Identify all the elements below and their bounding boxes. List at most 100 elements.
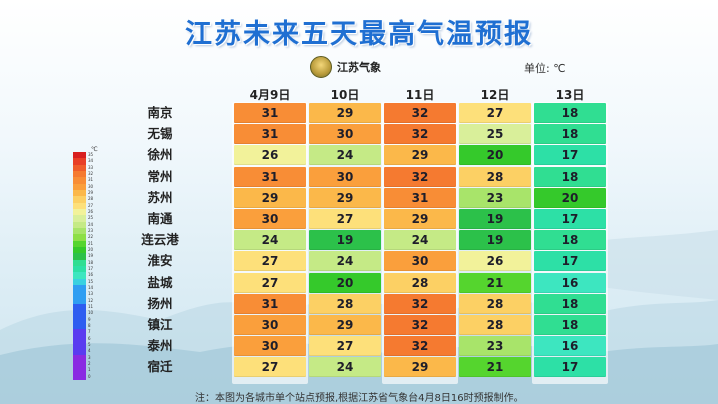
legend-swatch (73, 228, 86, 235)
temperature-cell: 24 (309, 357, 381, 378)
temperature-cell: 30 (384, 251, 456, 272)
temperature-cell: 17 (534, 251, 606, 272)
legend-swatch (73, 183, 86, 191)
temperature-cell: 31 (234, 124, 306, 145)
city-label: 常州 (147, 168, 173, 184)
temperature-cell: 27 (459, 103, 531, 123)
legend-tick-label: 26 (88, 209, 94, 214)
temperature-cell: 28 (459, 293, 531, 314)
city-label: 苏州 (147, 189, 173, 205)
temperature-cell: 30 (234, 336, 306, 357)
legend-swatch (73, 253, 86, 261)
legend-tick-label: 3 (88, 354, 91, 360)
temperature-cell: 32 (384, 124, 456, 145)
legend-tick-label: 16 (88, 272, 94, 278)
legend-tick-label: 14 (88, 285, 94, 290)
temperature-cell: 18 (534, 315, 606, 335)
temperature-cell: 28 (384, 272, 456, 293)
legend-tick-label: 28 (88, 196, 94, 202)
legend-tick-label: 8 (88, 323, 91, 328)
temperature-cell: 32 (384, 103, 456, 123)
legend-tick-label: 30 (88, 183, 94, 189)
temperature-cell: 18 (534, 166, 606, 187)
legend-tick-label: 17 (88, 266, 94, 271)
column-header: 4月9日 (249, 88, 291, 102)
temperature-cell: 24 (309, 145, 381, 166)
legend-tick-label: 35 (88, 152, 94, 157)
temperature-cell: 30 (309, 124, 381, 145)
legend-tick-label: 29 (88, 190, 94, 195)
color-legend (73, 152, 86, 381)
legend-swatch (73, 316, 86, 324)
legend-tick-label: 19 (88, 253, 94, 259)
legend-tick-label: 22 (88, 234, 94, 240)
legend-tick-label: 25 (88, 215, 94, 221)
temperature-cell: 31 (384, 187, 456, 208)
legend-tick-label: 15 (88, 278, 94, 284)
logo-text: 江苏气象 (337, 61, 381, 74)
temperature-cell: 24 (384, 230, 456, 251)
temperature-cell: 27 (234, 272, 306, 293)
column-header: 10日 (330, 88, 360, 102)
temperature-cell: 32 (384, 166, 456, 187)
legend-swatch (73, 266, 86, 273)
temperature-cell: 17 (534, 209, 606, 229)
temperature-cell: 18 (534, 103, 606, 123)
logo: 江苏气象 (310, 55, 381, 79)
column-header: 11日 (405, 88, 435, 102)
temperature-cell: 27 (234, 251, 306, 272)
temperature-cell: 29 (309, 103, 381, 123)
temperature-cell: 16 (534, 336, 606, 357)
legend-tick-label: 0 (88, 373, 91, 379)
legend-swatch (73, 164, 86, 172)
temperature-cell: 20 (534, 187, 606, 208)
temperature-cell: 19 (309, 230, 381, 251)
temperature-cell: 18 (534, 230, 606, 251)
legend-tick-label: 32 (88, 171, 94, 176)
city-label: 扬州 (147, 295, 173, 311)
city-label: 无锡 (147, 126, 173, 142)
temperature-cell: 19 (459, 230, 531, 251)
city-label: 徐州 (147, 147, 173, 163)
legend-swatch (73, 221, 86, 229)
legend-tick-label: 33 (88, 164, 94, 170)
city-label: 淮安 (147, 253, 173, 269)
legend-tick-label: 18 (88, 259, 94, 265)
legend-tick-label: 31 (88, 177, 94, 183)
legend-swatch (73, 278, 86, 286)
legend-tick-label: 2 (88, 361, 91, 366)
legend-tick-label: 10 (88, 310, 94, 316)
temperature-cell: 18 (534, 124, 606, 145)
temperature-cell: 31 (234, 103, 306, 123)
temperature-cell: 28 (459, 315, 531, 335)
temperature-cell: 29 (384, 209, 456, 229)
legend-unit: ℃ (91, 146, 98, 153)
legend-swatch (73, 304, 86, 311)
temperature-cell: 27 (309, 336, 381, 357)
legend-swatch (73, 354, 86, 362)
legend-swatch (73, 373, 86, 381)
city-label: 宿迁 (147, 359, 173, 375)
column-header: 12日 (480, 88, 510, 102)
city-label: 盐城 (147, 274, 173, 290)
temperature-cell: 21 (459, 357, 531, 378)
temperature-cell: 25 (459, 124, 531, 145)
legend-swatch (73, 247, 86, 254)
temperature-cell: 32 (384, 315, 456, 335)
legend-swatch (73, 285, 86, 292)
legend-swatch (73, 297, 86, 305)
temperature-cell: 26 (459, 251, 531, 272)
legend-swatch (73, 202, 86, 210)
temperature-cell: 20 (309, 272, 381, 293)
temperature-cell: 16 (534, 272, 606, 293)
temperature-cell: 27 (309, 209, 381, 229)
legend-tick-label: 6 (88, 335, 91, 341)
temperature-cell: 26 (234, 145, 306, 166)
legend-swatch (73, 310, 86, 318)
temperature-cell: 20 (459, 145, 531, 166)
city-label: 南京 (147, 105, 173, 120)
legend-swatch (73, 158, 86, 166)
temperature-cell: 28 (309, 293, 381, 314)
legend-swatch (73, 177, 86, 185)
temperature-cell: 31 (234, 293, 306, 314)
